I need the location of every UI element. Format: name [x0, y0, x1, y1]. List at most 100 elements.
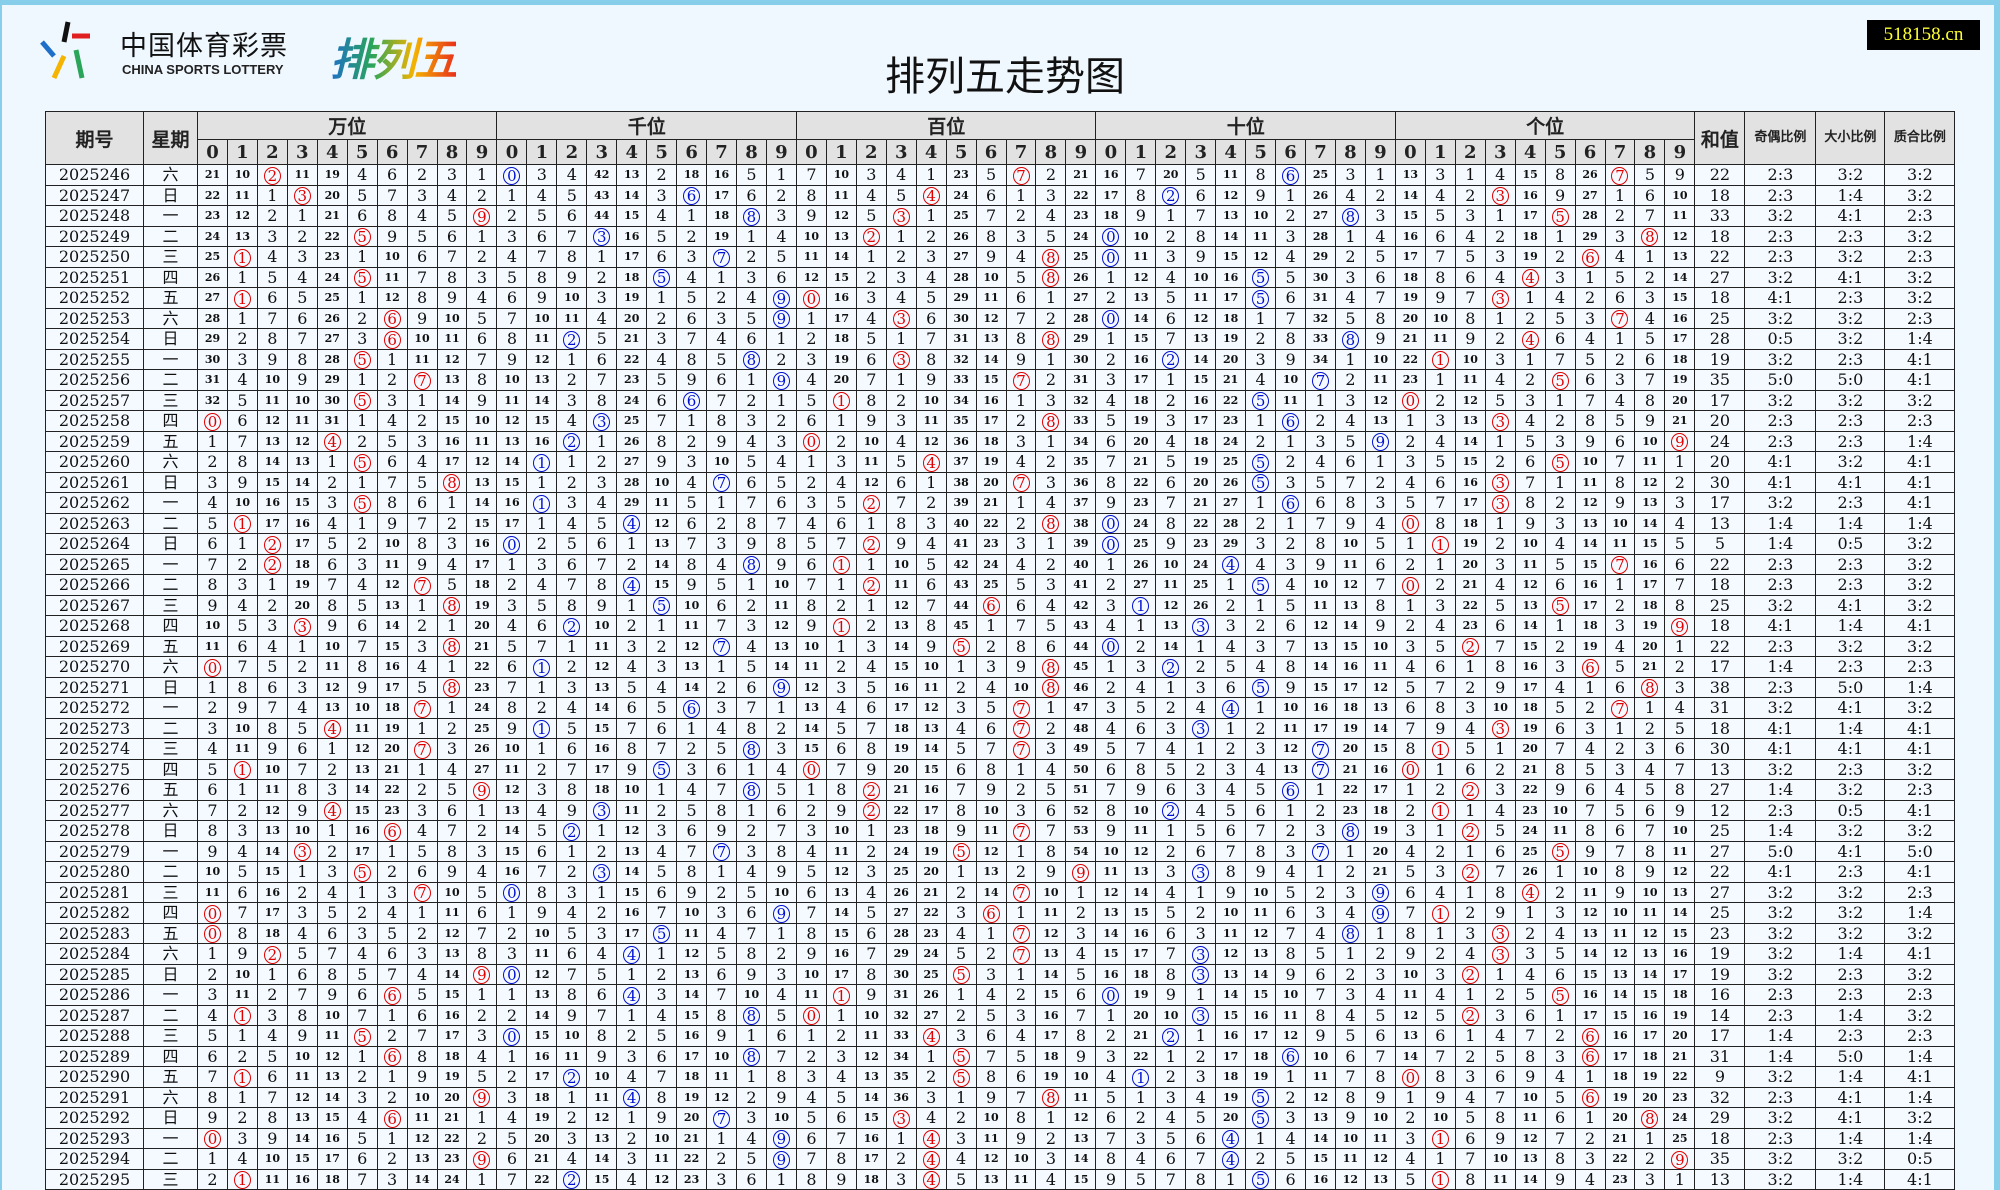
omission-cell: 10	[1245, 881, 1277, 903]
omission-cell: 14	[1035, 963, 1067, 985]
omission-cell: 1	[496, 184, 528, 206]
omission-cell: 5	[765, 1004, 797, 1026]
omission-cell: 8	[496, 697, 528, 719]
omission-cell: 7	[1125, 164, 1157, 186]
omission-cell: 13	[526, 369, 558, 391]
omission-cell: 9	[1334, 512, 1366, 534]
omission-cell: 5	[496, 1127, 528, 1149]
omission-cell: 34	[945, 389, 977, 411]
omission-cell: 4	[466, 861, 498, 883]
drawn-number-cell: 0	[496, 881, 528, 903]
omission-cell: 3	[1305, 430, 1336, 452]
omission-cell: 8	[795, 594, 827, 616]
omission-cell: 1	[1364, 164, 1396, 186]
omission-cell: 8	[526, 881, 558, 903]
omission-cell: 45	[945, 615, 977, 637]
omission-cell: 9	[1305, 553, 1336, 575]
omission-cell: 6	[1424, 1025, 1456, 1047]
period-cell: 2025247	[45, 184, 144, 206]
drawn-number-cell: 8	[1634, 1107, 1666, 1129]
omission-cell: 10	[1514, 533, 1546, 555]
omission-cell: 5	[286, 943, 318, 965]
omission-cell: 13	[1215, 205, 1247, 227]
omission-cell: 1	[825, 1004, 857, 1026]
omission-cell: 5	[1095, 738, 1127, 760]
drawn-number-cell: 8	[1035, 676, 1067, 698]
omission-cell: 9	[1125, 205, 1157, 227]
omission-cell: 15	[646, 574, 678, 596]
omission-cell: 2	[1394, 615, 1426, 637]
drawn-number-cell: 0	[197, 1127, 228, 1149]
omission-cell: 11	[1634, 451, 1666, 473]
omission-cell: 4	[1065, 943, 1097, 965]
site-badge[interactable]: 518158.cn	[1867, 20, 1980, 50]
omission-cell: 8	[1275, 656, 1307, 678]
drawn-number-cell: 9	[1364, 881, 1396, 903]
drawn-number-cell: 9	[1364, 902, 1396, 924]
omission-cell: 1	[586, 820, 618, 842]
omission-cell: 10	[765, 574, 797, 596]
weekday-cell: 三	[143, 881, 198, 903]
weekday-cell: 四	[143, 758, 198, 780]
omission-cell: 24	[1125, 512, 1157, 534]
omission-cell: 13	[406, 1148, 438, 1170]
drawn-number-cell: 7	[1604, 307, 1636, 329]
odd-even-ratio-cell: 3:2	[1744, 1107, 1817, 1129]
odd-even-ratio-cell: 3:2	[1744, 594, 1817, 616]
omission-cell: 24	[1514, 820, 1546, 842]
table-row: 2025270 六 0 7 5 2 11 8 16 4 1 22 6 1 2 12 4 3 13 1 5 14 11 2 4 15…	[45, 656, 1956, 678]
drawn-number-cell: 5	[945, 1066, 977, 1088]
drawn-number-circle: 1	[533, 720, 551, 738]
omission-cell: 21	[376, 758, 408, 780]
omission-cell: 9	[376, 512, 408, 534]
omission-cell: 11	[556, 307, 588, 329]
table-row: 2025248 一 23 12 2 1 21 6 8 4 5 9 2 5 6 44 15 4 1 18 8 3 9 12 5 3 1…	[45, 205, 1956, 227]
omission-cell: 27	[1215, 492, 1247, 514]
omission-cell: 7	[256, 697, 288, 719]
omission-cell: 18	[1125, 963, 1157, 985]
omission-cell: 5	[855, 205, 887, 227]
drawn-number-circle: 2	[1461, 966, 1479, 984]
omission-cell: 1	[1005, 492, 1037, 514]
omission-cell: 9	[676, 881, 708, 903]
omission-cell: 10	[1125, 799, 1157, 821]
drawn-number-circle: 4	[922, 1150, 940, 1169]
omission-cell: 17	[1664, 328, 1696, 350]
omission-cell: 4	[286, 922, 318, 944]
omission-cell: 25	[1185, 574, 1217, 596]
omission-cell: 16	[1095, 963, 1127, 985]
big-small-ratio-cell: 4:1	[1815, 1086, 1886, 1108]
drawn-number-circle: 8	[1042, 679, 1060, 697]
drawn-number-circle: 4	[1222, 1150, 1240, 1169]
omission-cell: 3	[556, 492, 588, 514]
omission-cell: 4	[1394, 471, 1426, 493]
omission-cell: 9	[1095, 820, 1127, 842]
omission-cell: 3	[735, 1107, 767, 1129]
omission-cell: 6	[436, 225, 468, 247]
omission-cell: 19	[316, 164, 348, 186]
omission-cell: 17	[256, 512, 288, 534]
omission-cell: 1	[496, 984, 528, 1006]
omission-cell: 2	[945, 676, 977, 698]
drawn-number-cell: 2	[1454, 963, 1486, 985]
drawn-number-cell: 1	[825, 553, 857, 575]
omission-cell: 3	[676, 451, 708, 473]
omission-cell: 10	[1334, 1127, 1366, 1149]
omission-cell: 17	[286, 533, 318, 555]
omission-cell: 6	[765, 1025, 797, 1047]
omission-cell: 17	[1514, 676, 1546, 698]
omission-cell: 11	[1275, 717, 1307, 739]
omission-cell: 13	[1514, 594, 1546, 616]
big-small-ratio-cell: 1:4	[1815, 184, 1886, 206]
omission-cell: 2	[646, 635, 678, 657]
omission-cell: 1	[1185, 1025, 1217, 1047]
omission-cell: 44	[1065, 635, 1097, 657]
omission-cell: 4	[1035, 205, 1067, 227]
omission-cell: 10	[406, 328, 438, 350]
omission-cell: 4	[1514, 963, 1546, 985]
omission-cell: 5	[1484, 1045, 1516, 1067]
omission-cell: 5	[1394, 861, 1426, 883]
omission-cell: 2	[616, 553, 648, 575]
omission-cell: 36	[885, 1086, 917, 1108]
omission-cell: 18	[1454, 512, 1486, 534]
